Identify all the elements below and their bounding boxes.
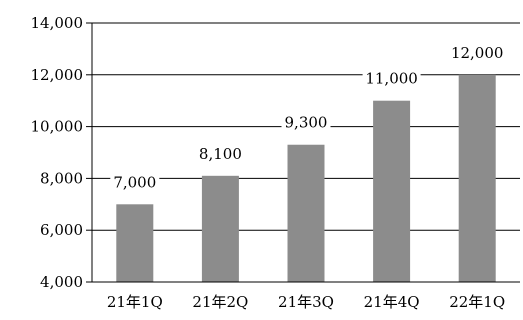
axes	[91, 23, 520, 283]
x-axis-ticks: 21年1Q 21年2Q 21年3Q 21年4Q 22年1Q	[107, 293, 505, 311]
y-tick-label: 8,000	[40, 169, 83, 187]
data-label-background	[362, 69, 421, 89]
y-axis-ticks: 4,000 6,000 8,000 10,000 12,000 14,000	[31, 14, 92, 291]
bar	[373, 100, 411, 282]
data-label: 8,100	[199, 145, 242, 163]
y-tick-label: 10,000	[31, 118, 84, 136]
x-tick-label: 21年1Q	[107, 293, 163, 311]
bar	[287, 144, 325, 282]
x-tick-label: 21年2Q	[192, 293, 248, 311]
y-tick-label: 4,000	[40, 273, 83, 291]
data-label-background	[448, 43, 507, 63]
bar	[458, 74, 496, 282]
data-label: 11,000	[365, 70, 418, 88]
y-tick-label: 12,000	[31, 66, 84, 84]
data-label-background	[195, 144, 245, 164]
bar	[116, 204, 154, 282]
bar	[201, 175, 239, 282]
data-labels: 7,000 8,100 9,300 11,000 12,000	[110, 43, 507, 193]
bars	[116, 74, 496, 282]
data-label: 7,000	[113, 173, 156, 191]
data-label: 12,000	[451, 44, 504, 62]
y-tick-label: 6,000	[40, 221, 83, 239]
y-tick-label: 14,000	[31, 14, 84, 32]
x-tick-label: 22年1Q	[449, 293, 505, 311]
data-label: 9,300	[285, 114, 328, 132]
data-label-background	[281, 113, 331, 133]
x-tick-label: 21年3Q	[278, 293, 334, 311]
data-label-background	[110, 173, 160, 193]
x-tick-label: 21年4Q	[364, 293, 420, 311]
